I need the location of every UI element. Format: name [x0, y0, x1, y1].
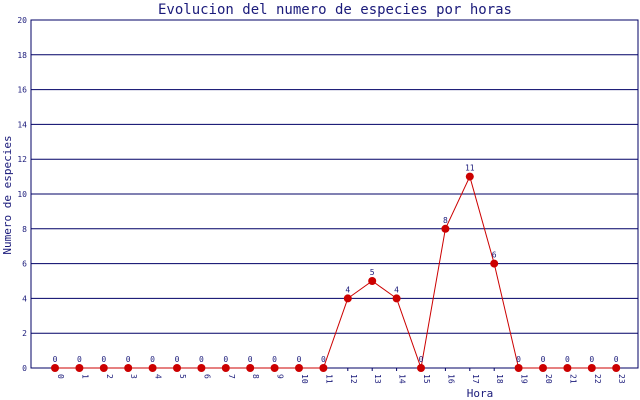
data-label: 11 [465, 164, 475, 173]
x-tick-label: 8 [251, 374, 260, 379]
x-tick-label: 1 [80, 374, 89, 379]
data-label: 0 [77, 355, 82, 364]
data-point [221, 364, 230, 372]
chart-title: Evolucion del numero de especies por hor… [158, 2, 512, 18]
y-tick-label: 2 [22, 329, 27, 338]
x-tick-label: 12 [349, 374, 358, 384]
x-tick-label: 4 [154, 374, 163, 379]
data-label: 0 [516, 355, 521, 364]
data-point [124, 364, 133, 372]
series-line [55, 175, 617, 370]
data-point [99, 364, 108, 372]
y-tick-label: 8 [22, 225, 27, 234]
data-label: 0 [126, 355, 131, 364]
gridlines [30, 19, 639, 369]
y-tick-label: 10 [17, 190, 27, 199]
data-point [539, 364, 547, 372]
data-point [319, 364, 328, 372]
data-label: 6 [492, 251, 497, 260]
x-tick-label: 22 [593, 374, 602, 384]
x-tick-label: 6 [202, 374, 211, 379]
data-point [270, 364, 279, 372]
data-point [465, 172, 474, 181]
x-tick-label: 0 [56, 374, 65, 379]
data-label: 8 [443, 216, 448, 225]
data-label: 0 [541, 355, 546, 364]
data-label: 0 [272, 355, 277, 364]
y-axis-ticks: 0 2 4 6 8 10 12 14 16 18 20 [17, 16, 27, 373]
data-point [51, 364, 59, 372]
data-label: 0 [101, 355, 106, 364]
data-label: 0 [199, 355, 204, 364]
x-axis-label: Hora [467, 387, 494, 400]
series-line-group [51, 172, 621, 372]
data-label: 4 [394, 285, 399, 294]
data-point [587, 364, 596, 372]
data-point [295, 364, 303, 372]
data-label: 0 [565, 355, 570, 364]
data-label: 0 [248, 355, 253, 364]
x-tick-label: 18 [495, 374, 504, 384]
x-tick-label: 11 [324, 374, 333, 384]
y-tick-label: 4 [22, 294, 27, 303]
y-tick-label: 14 [17, 120, 27, 129]
y-tick-label: 16 [17, 86, 27, 95]
y-tick-label: 20 [17, 16, 27, 25]
data-point [173, 364, 181, 372]
x-tick-label: 7 [227, 374, 236, 379]
data-point [490, 259, 499, 268]
data-label: 0 [321, 355, 326, 364]
data-label: 4 [345, 285, 350, 294]
x-tick-label: 14 [398, 374, 407, 384]
x-tick-label: 2 [105, 374, 114, 379]
data-point [246, 364, 255, 372]
y-tick-label: 18 [17, 51, 27, 60]
data-point [417, 364, 425, 372]
x-tick-label: 19 [520, 374, 529, 384]
data-labels: 0 0 0 0 0 0 0 0 0 0 0 0 4 5 4 0 8 11 6 0 0 0 0 0 [53, 164, 619, 364]
y-axis-label: Numero de especies [1, 135, 14, 254]
data-label: 0 [150, 355, 155, 364]
y-tick-label: 0 [22, 364, 27, 373]
data-label: 0 [614, 355, 619, 364]
x-tick-label: 17 [471, 374, 480, 384]
data-point [563, 364, 572, 372]
x-tick-label: 13 [373, 374, 382, 384]
data-point [368, 277, 377, 285]
data-point [441, 224, 450, 233]
y-tick-label: 6 [22, 260, 27, 269]
x-tick-label: 21 [568, 374, 577, 384]
x-tick-label: 20 [544, 374, 553, 384]
data-label: 5 [370, 268, 375, 277]
data-point [75, 364, 84, 372]
data-point [343, 294, 352, 303]
data-point [514, 364, 523, 372]
data-point [197, 364, 206, 372]
x-tick-label: 3 [129, 374, 138, 379]
x-tick-label: 23 [617, 374, 626, 384]
data-label: 0 [297, 355, 302, 364]
y-tick-label: 12 [17, 155, 27, 164]
data-label: 0 [589, 355, 594, 364]
x-tick-label: 10 [300, 374, 309, 384]
data-label: 0 [419, 355, 424, 364]
x-tick-label: 15 [422, 374, 431, 384]
data-point [148, 364, 157, 372]
data-label: 0 [53, 355, 58, 364]
x-tick-label: 9 [276, 374, 285, 379]
data-label: 0 [223, 355, 228, 364]
x-tick-label: 16 [446, 374, 455, 384]
data-point [392, 294, 401, 303]
x-tick-label: 5 [178, 374, 187, 379]
data-point [612, 364, 621, 372]
data-label: 0 [175, 355, 180, 364]
